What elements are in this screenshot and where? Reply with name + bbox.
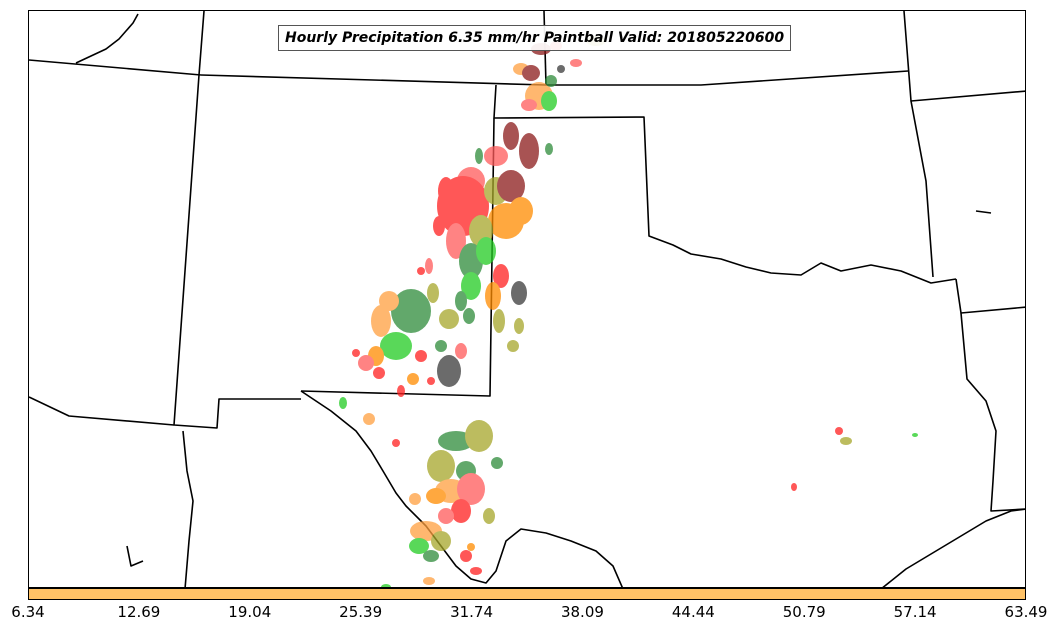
precipitation-blob [465,420,493,452]
precipitation-blob [363,413,375,425]
colorbar-tick-label: 6.34 [11,603,45,621]
precipitation-blob [358,355,374,371]
precipitation-blob [455,343,467,359]
colorbar-tick-label: 44.44 [671,603,715,621]
precipitation-blob [503,122,519,150]
precipitation-blob [488,203,524,239]
boundary-gulf-coast [882,508,1025,587]
precipitation-blob [461,272,481,300]
precipitation-blob [425,258,433,274]
precipitation-blob [380,332,412,360]
colorbar-tick-label: 31.74 [450,603,494,621]
precipitation-blob [507,340,519,352]
precipitation-blob [491,457,503,469]
precipitation-blob [519,133,539,169]
precipitation-blob [455,291,467,311]
map-title: Hourly Precipitation 6.35 mm/hr Paintbal… [278,25,792,51]
precipitation-blob [545,75,557,87]
colorbar-tick-label: 57.14 [893,603,937,621]
boundary-tx-la [960,312,1025,512]
boundary-az-nm [29,396,175,426]
precipitation-blob [435,340,447,352]
boundary-mexico-west [182,430,194,587]
precipitation-blob [371,305,391,337]
precipitation-blob [545,143,553,155]
precipitation-blob [522,65,540,81]
precipitation-blob [431,531,451,551]
precipitation-blob [476,237,496,265]
precipitation-blob [438,508,454,524]
precipitation-blob [840,437,852,445]
precipitation-blob [451,499,471,523]
boundary-ar-la [955,278,1025,314]
precipitation-blob [409,493,421,505]
precipitation-blob [570,59,582,67]
precipitation-blob [511,281,527,305]
precipitation-blob [427,377,435,385]
precipitation-blob [484,146,508,166]
lake-marks [75,13,992,567]
precipitation-blob [493,309,505,333]
boundary-tx-south [300,390,624,587]
precipitation-blob [409,538,429,554]
precipitation-blob [433,216,445,236]
state-boundaries [29,11,1025,587]
boundary-co-wy [198,11,205,76]
precipitation-blob [423,577,435,585]
precipitation-blob [439,309,459,329]
precipitation-blob [392,439,400,447]
precipitation-blob [427,450,455,482]
precipitation-blob [463,308,475,324]
precipitation-blob [791,483,797,491]
precipitation-blob [438,177,454,205]
colorbar-tick-label: 19.04 [228,603,272,621]
precipitation-blob [426,488,446,504]
precipitation-blob [391,289,431,333]
precipitation-blob [423,550,439,562]
boundary-co-north [29,59,202,76]
colorbar-tick-label: 63.49 [1004,603,1048,621]
precipitation-blob [835,427,843,435]
colorbar-tick-label: 50.79 [782,603,826,621]
boundary-co-nm [173,74,301,429]
precipitation-blob [446,223,466,259]
map-canvas [29,11,1025,587]
precipitation-blob [493,264,509,288]
boundary-ok-east [910,100,934,278]
precipitation-blob [407,373,419,385]
precipitation-blob [457,473,485,505]
colorbar [28,588,1026,600]
precipitation-blob [514,318,524,334]
precipitation-blob [467,543,475,551]
boundary-ok-panhandle [493,84,957,284]
precipitation-blob [339,397,347,409]
precipitation-blob [381,584,391,587]
precipitation-layer [339,36,918,587]
precipitation-blob [427,283,439,303]
precipitation-blob [485,282,501,310]
map-panel: Hourly Precipitation 6.35 mm/hr Paintbal… [28,10,1026,588]
boundary-mo-ne [903,11,1025,102]
precipitation-blob [521,99,537,111]
colorbar-tick-label: 25.39 [339,603,383,621]
colorbar-tick-label: 38.09 [560,603,604,621]
precipitation-blob [912,433,918,437]
precipitation-blob [415,350,427,362]
precipitation-blob [557,65,565,73]
precipitation-blob [483,508,495,524]
precipitation-blob [460,550,472,562]
precipitation-blob [497,170,525,202]
precipitation-blob [417,267,425,275]
precipitation-blob [397,385,405,397]
precipitation-blob [541,91,557,111]
precipitation-blob [352,349,360,357]
precipitation-blob [373,367,385,379]
precipitation-blob [470,567,482,575]
colorbar-tick-label: 12.69 [117,603,161,621]
boundary-ks-north [200,70,909,86]
precipitation-blob [475,148,483,164]
precipitation-blob [437,355,461,387]
